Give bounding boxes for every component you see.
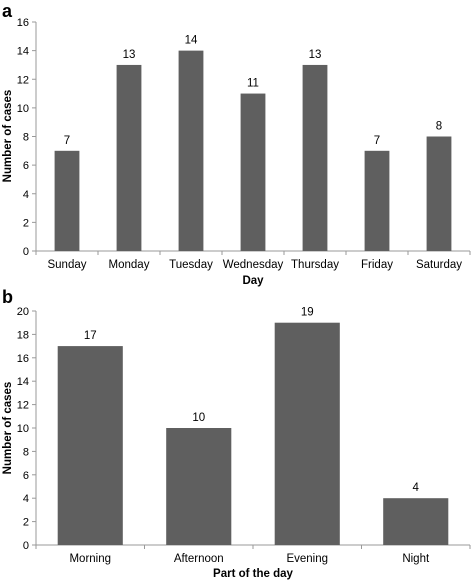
bar-saturday <box>426 136 452 251</box>
panel-b-x-ticks <box>35 545 471 549</box>
bar-evening <box>274 322 340 545</box>
panel-a-x-axis-label: Day <box>242 275 264 287</box>
data-label-monday: 13 <box>123 49 136 61</box>
data-label-morning: 17 <box>84 330 97 342</box>
data-label-afternoon: 10 <box>192 412 205 424</box>
y-tick-label: 6 <box>23 470 29 482</box>
panel-b-bars <box>57 322 449 545</box>
data-label-friday: 7 <box>374 135 380 147</box>
data-label-thursday: 13 <box>309 49 322 61</box>
y-tick-label: 4 <box>23 189 29 201</box>
bar-monday <box>116 64 142 251</box>
panel-a-data-labels: 7 13 14 11 13 7 8 <box>64 35 442 147</box>
data-label-evening: 19 <box>301 307 314 319</box>
panel-b-letter: b <box>2 287 13 307</box>
y-tick-label: 4 <box>23 493 29 505</box>
panel-a-bars <box>54 50 452 251</box>
y-tick-label: 18 <box>17 329 29 341</box>
bar-friday <box>364 150 390 251</box>
panel-a-letter: a <box>2 1 13 21</box>
panel-b-y-axis-label: Number of cases <box>2 382 14 475</box>
category-label-saturday: Saturday <box>416 259 462 271</box>
data-label-sunday: 7 <box>64 135 70 147</box>
y-tick-label: 14 <box>17 46 29 58</box>
category-label-night: Night <box>402 553 430 565</box>
panel-a-category-labels: Sunday Monday Tuesday Wednesday Thursday Frid… <box>47 259 462 271</box>
category-label-friday: Friday <box>361 259 393 271</box>
y-tick-label: 14 <box>17 376 29 388</box>
category-label-evening: Evening <box>286 553 328 565</box>
y-tick-label: 8 <box>23 132 29 144</box>
y-tick-label: 2 <box>23 217 29 229</box>
category-label-wednesday: Wednesday <box>223 259 284 271</box>
category-label-tuesday: Tuesday <box>169 259 213 271</box>
category-label-afternoon: Afternoon <box>174 553 224 565</box>
bar-morning <box>57 346 123 545</box>
data-label-night: 4 <box>413 482 420 494</box>
panel-b-x-axis-label: Part of the day <box>213 568 293 580</box>
y-tick-label: 6 <box>23 160 29 172</box>
y-tick-label: 16 <box>17 353 29 365</box>
bar-afternoon <box>166 428 232 545</box>
y-tick-label: 2 <box>23 517 29 529</box>
y-tick-label: 12 <box>17 400 29 412</box>
bar-wednesday <box>240 93 266 251</box>
panel-a-y-axis-label: Number of cases <box>2 90 14 183</box>
y-tick-label: 0 <box>23 540 29 552</box>
bar-tuesday <box>178 50 204 251</box>
y-tick-label: 0 <box>23 246 29 258</box>
y-tick-label: 20 <box>17 306 29 318</box>
panel-a: a 0 2 4 6 8 10 12 14 16 7 13 14 11 13 7 8 Sunday Monday… <box>2 1 471 287</box>
y-tick-label: 8 <box>23 446 29 458</box>
data-label-saturday: 8 <box>436 121 442 133</box>
category-label-morning: Morning <box>69 553 111 565</box>
bar-sunday <box>54 150 80 251</box>
bar-night <box>383 498 449 545</box>
y-tick-label: 10 <box>17 103 29 115</box>
bar-thursday <box>302 64 328 251</box>
panel-a-x-ticks <box>35 251 471 255</box>
y-tick-label: 10 <box>17 423 29 435</box>
y-tick-label: 12 <box>17 74 29 86</box>
panel-a-y-ticks: 0 2 4 6 8 10 12 14 16 <box>17 17 36 258</box>
y-tick-label: 16 <box>17 17 29 29</box>
data-label-tuesday: 14 <box>185 35 198 47</box>
data-label-wednesday: 11 <box>247 78 259 90</box>
panel-b-data-labels: 17 10 19 4 <box>84 307 420 495</box>
panel-b-category-labels: Morning Afternoon Evening Night <box>69 553 430 565</box>
panel-b: b 0 2 4 6 8 10 12 14 16 18 20 17 10 19 4 Morning After… <box>2 287 471 580</box>
category-label-thursday: Thursday <box>291 259 339 271</box>
category-label-sunday: Sunday <box>47 259 86 271</box>
category-label-monday: Monday <box>109 259 150 271</box>
panel-b-y-ticks: 0 2 4 6 8 10 12 14 16 18 20 <box>17 306 36 552</box>
